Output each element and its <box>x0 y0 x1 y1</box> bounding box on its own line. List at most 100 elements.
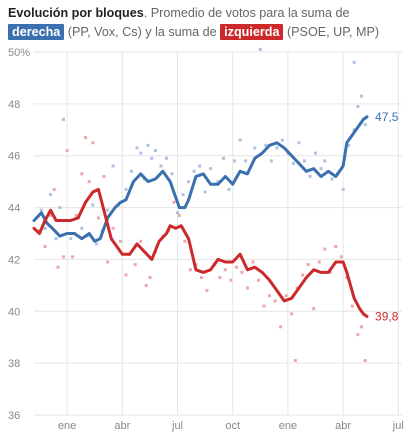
poll-point-izquierda <box>183 239 187 243</box>
poll-point-izquierda <box>290 312 294 316</box>
poll-point-derecha <box>216 180 220 184</box>
poll-point-izquierda <box>240 270 244 274</box>
poll-point-derecha <box>356 104 360 108</box>
poll-point-izquierda <box>84 136 88 140</box>
poll-point-izquierda <box>273 299 277 303</box>
x-tick-label: jul <box>171 420 183 432</box>
poll-point-izquierda <box>223 268 227 272</box>
poll-point-derecha <box>135 146 139 150</box>
poll-point-izquierda <box>301 273 305 277</box>
poll-point-izquierda <box>74 213 78 217</box>
poll-point-izquierda <box>188 268 192 272</box>
poll-point-izquierda <box>268 294 272 298</box>
poll-point-derecha <box>130 169 134 173</box>
poll-point-derecha <box>49 193 53 197</box>
y-tick-label: 38 <box>8 358 20 370</box>
poll-point-derecha <box>244 159 248 163</box>
poll-point-derecha <box>238 138 242 142</box>
poll-point-izquierda <box>284 294 288 298</box>
subtitle-text-3: (PSOE, UP, MP) <box>283 25 380 39</box>
poll-point-derecha <box>323 159 327 163</box>
poll-point-izquierda <box>106 260 110 264</box>
x-tick-label: ene <box>279 420 297 432</box>
poll-point-izquierda <box>360 325 364 329</box>
poll-point-izquierda <box>80 172 84 176</box>
poll-point-izquierda <box>61 255 65 259</box>
poll-point-izquierda <box>144 283 148 287</box>
poll-dots <box>38 47 367 363</box>
poll-point-derecha <box>187 180 191 184</box>
poll-point-izquierda <box>52 187 56 191</box>
poll-point-derecha <box>61 117 65 121</box>
y-tick-label: 50% <box>8 47 30 59</box>
poll-point-izquierda <box>96 216 100 220</box>
y-tick-label: 44 <box>8 203 20 215</box>
poll-point-izquierda <box>350 304 354 308</box>
poll-point-derecha <box>43 226 47 230</box>
poll-point-izquierda <box>102 174 106 178</box>
poll-point-derecha <box>227 187 231 191</box>
x-tick-label: jul <box>392 420 404 432</box>
poll-point-izquierda <box>43 244 47 248</box>
poll-point-derecha <box>181 193 185 197</box>
poll-point-derecha <box>198 164 202 168</box>
x-tick-label: abr <box>114 420 130 432</box>
poll-point-izquierda <box>317 260 321 264</box>
poll-point-izquierda <box>56 265 60 269</box>
poll-point-izquierda <box>172 200 176 204</box>
poll-point-derecha <box>58 206 62 210</box>
poll-point-izquierda <box>295 286 299 290</box>
poll-point-derecha <box>269 159 273 163</box>
poll-point-izquierda <box>91 141 95 145</box>
poll-point-izquierda <box>312 307 316 311</box>
poll-point-izquierda <box>363 359 367 363</box>
poll-point-derecha <box>39 208 43 212</box>
poll-point-izquierda <box>245 286 249 290</box>
poll-point-derecha <box>150 156 154 160</box>
poll-point-izquierda <box>148 276 152 280</box>
poll-point-izquierda <box>256 278 260 282</box>
y-tick-label: 36 <box>8 410 20 422</box>
poll-point-derecha <box>95 242 99 246</box>
poll-point-izquierda <box>234 265 238 269</box>
poll-point-izquierda <box>118 239 122 243</box>
poll-point-derecha <box>91 203 95 207</box>
subtitle-text-1: Promedio de votos para la suma de <box>150 6 350 20</box>
poll-point-derecha <box>264 143 268 147</box>
poll-point-izquierda <box>87 180 91 184</box>
poll-point-derecha <box>297 141 301 145</box>
poll-point-izquierda <box>262 304 266 308</box>
left-bloc-chip: izquierda <box>220 24 284 40</box>
poll-point-derecha <box>164 156 168 160</box>
poll-point-derecha <box>347 143 351 147</box>
poll-point-derecha <box>233 159 237 163</box>
poll-point-derecha <box>139 151 143 155</box>
poll-point-derecha <box>80 226 84 230</box>
poll-point-derecha <box>291 161 295 165</box>
poll-point-izquierda <box>251 260 255 264</box>
poll-point-derecha <box>170 172 174 176</box>
average-lines <box>32 115 369 318</box>
series-line-derecha <box>32 115 369 243</box>
poll-point-derecha <box>111 164 115 168</box>
poll-point-izquierda <box>49 213 53 217</box>
poll-point-izquierda <box>279 325 283 329</box>
poll-point-derecha <box>352 60 356 64</box>
poll-point-derecha <box>54 237 58 241</box>
poll-point-derecha <box>222 156 226 160</box>
poll-point-derecha <box>176 211 180 215</box>
poll-point-derecha <box>360 94 364 98</box>
poll-point-derecha <box>308 174 312 178</box>
poll-point-izquierda <box>339 255 343 259</box>
y-tick-label: 46 <box>8 151 20 163</box>
poll-point-izquierda <box>334 244 338 248</box>
poll-point-izquierda <box>229 278 233 282</box>
end-label-derecha: 47,5 <box>375 110 399 124</box>
poll-point-derecha <box>275 146 279 150</box>
poll-point-derecha <box>124 187 128 191</box>
poll-point-izquierda <box>133 263 137 267</box>
poll-point-derecha <box>153 149 157 153</box>
title-separator: . <box>143 6 151 20</box>
poll-point-derecha <box>302 159 306 163</box>
